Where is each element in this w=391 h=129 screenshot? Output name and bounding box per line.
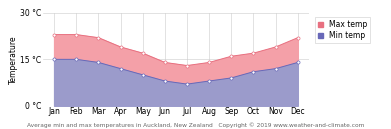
Point <box>228 55 235 57</box>
Point <box>140 74 146 76</box>
Point <box>228 77 235 79</box>
Point <box>273 68 279 70</box>
Point <box>95 61 102 63</box>
Point <box>51 34 57 36</box>
Point <box>295 61 301 63</box>
Point <box>206 80 212 82</box>
Point <box>51 58 57 60</box>
Point <box>184 83 190 85</box>
Point <box>250 52 256 54</box>
Point <box>273 46 279 48</box>
Point <box>140 52 146 54</box>
Point <box>73 34 79 36</box>
Point <box>73 58 79 60</box>
Point <box>184 64 190 67</box>
Legend: Max temp, Min temp: Max temp, Min temp <box>316 17 370 43</box>
Text: Average min and max temperatures in Auckland, New Zealand   Copyright © 2019 www: Average min and max temperatures in Auck… <box>27 122 364 128</box>
Point <box>295 37 301 39</box>
Point <box>162 80 168 82</box>
Point <box>117 46 124 48</box>
Point <box>162 61 168 63</box>
Point <box>250 71 256 73</box>
Point <box>206 61 212 63</box>
Point <box>95 37 102 39</box>
Y-axis label: Temperature: Temperature <box>9 35 18 84</box>
Point <box>117 68 124 70</box>
